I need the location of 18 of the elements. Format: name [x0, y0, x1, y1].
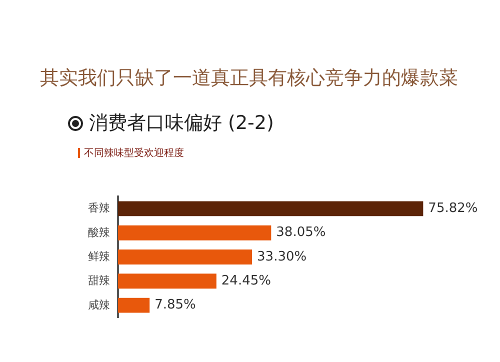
bar — [118, 298, 150, 313]
bar — [118, 274, 216, 289]
chart-title: 其实我们只缺了一道真正具有核心竞争力的爆款菜 — [40, 66, 458, 91]
data-label: 24.45% — [221, 274, 271, 289]
data-label: 38.05% — [276, 225, 326, 240]
text: 不同辣味型受欢迎程度 — [84, 146, 184, 160]
y-tick-label: 香辣 — [88, 202, 110, 215]
y-tick-label: 甜辣 — [88, 274, 110, 288]
y-tick-label: 鲜辣 — [88, 250, 110, 264]
chart-subtitle: 消费者口味偏好 (2-2) — [89, 111, 274, 136]
y-tick-label: 酸辣 — [88, 226, 110, 239]
bar — [118, 201, 424, 216]
bar — [118, 225, 272, 240]
data-label: 75.82% — [428, 201, 478, 216]
y-tick-label: 咸辣 — [88, 298, 110, 312]
data-label: 7.85% — [154, 298, 196, 313]
bar — [118, 250, 252, 264]
data-label: 33.30% — [257, 249, 307, 264]
